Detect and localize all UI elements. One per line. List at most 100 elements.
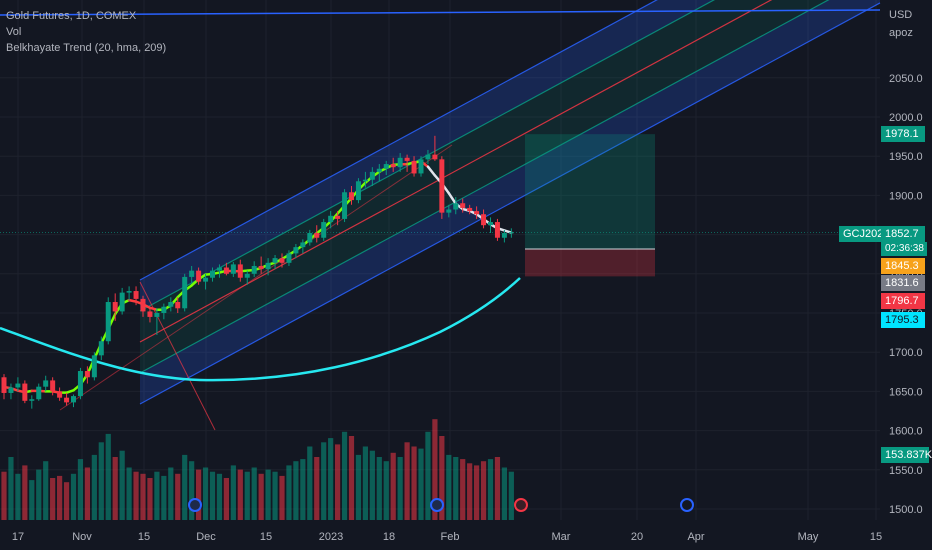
volume-bar	[230, 465, 236, 520]
volume-bar	[8, 457, 14, 520]
y-tick-label: 1500.0	[889, 504, 923, 516]
volume-bar	[140, 473, 146, 520]
regression-channel	[0, 0, 881, 431]
volume-bar	[480, 461, 487, 520]
candle-body	[321, 222, 327, 238]
x-tick-label: 20	[631, 531, 643, 543]
candle-body	[189, 270, 195, 277]
y-tick-label: 1950.0	[889, 151, 923, 163]
volume-bar	[36, 469, 42, 520]
trend-segment	[426, 165, 437, 177]
long-position-box[interactable]	[525, 134, 655, 277]
volume-bar	[383, 461, 389, 520]
volume-bar	[474, 465, 480, 520]
candle-body	[342, 192, 348, 219]
price-tag-trend: 1845.3	[881, 258, 925, 274]
candle-body	[22, 383, 28, 401]
candle-body	[494, 222, 500, 238]
candle-body	[383, 164, 389, 169]
volume-bar	[57, 475, 63, 520]
channel-line	[139, 0, 830, 374]
candle-body	[168, 302, 174, 307]
candle-body	[446, 209, 452, 213]
volume-bar	[161, 475, 167, 520]
candle-body	[133, 291, 139, 299]
volume-bar	[508, 471, 514, 520]
candle-body	[355, 181, 361, 201]
volume-bar	[494, 457, 501, 520]
stop-zone	[525, 249, 655, 277]
candle-body	[432, 154, 438, 160]
volume-bar	[216, 473, 223, 520]
legend-symbol[interactable]: Gold Futures, 1D, COMEX	[6, 10, 137, 22]
candle-body	[91, 355, 97, 378]
x-tick-label: 17	[12, 531, 24, 543]
legend-indicator[interactable]: Belkhayate Trend (20, hma, 209)	[6, 42, 167, 54]
volume-bar	[209, 471, 216, 520]
price-tag-stop: 1796.7	[881, 293, 925, 309]
scale-mode-label[interactable]: apoz	[889, 27, 913, 39]
event-icon[interactable]	[188, 498, 202, 512]
x-tick-label: Apr	[687, 531, 704, 543]
candle-body	[8, 387, 14, 393]
ma-line	[0, 277, 521, 382]
y-tick-label: 2000.0	[889, 112, 923, 124]
volume-bar	[133, 471, 139, 520]
volume-bar	[432, 419, 438, 520]
volume-bar	[175, 473, 181, 520]
candle-body	[237, 264, 243, 278]
volume-bar	[91, 454, 97, 520]
volume-bar	[237, 469, 243, 520]
volume-bar	[314, 457, 320, 520]
candle-body	[29, 399, 35, 401]
volume-bar	[251, 467, 257, 520]
legend: Gold Futures, 1D, COMEX Vol Belkhayate T…	[6, 8, 166, 56]
channel-line	[139, 0, 773, 343]
event-icon[interactable]	[680, 498, 694, 512]
candle-body	[397, 157, 403, 168]
candle-body	[112, 302, 118, 312]
price-tag-ma: 1795.3	[881, 312, 925, 328]
x-tick-label: 15	[260, 531, 272, 543]
volume-bar	[265, 469, 271, 520]
candle-body	[154, 313, 160, 317]
event-icon[interactable]	[514, 498, 528, 512]
volume-bar	[487, 459, 494, 520]
candle-body	[369, 171, 375, 180]
candle-body	[488, 222, 493, 226]
volume-bar	[84, 467, 90, 520]
candle-body	[119, 292, 125, 312]
candle-body	[126, 291, 132, 293]
candle-body	[376, 168, 382, 172]
volume-bar	[1, 471, 7, 520]
channel-line	[139, 0, 716, 312]
currency-label[interactable]: USD	[889, 9, 913, 21]
candle-body	[36, 386, 42, 400]
candle-body	[404, 157, 410, 161]
volume-bar	[202, 467, 209, 520]
candle-body	[230, 264, 236, 274]
candle-body	[223, 267, 229, 274]
candle-body	[15, 383, 21, 388]
time-axis[interactable]: 17 Nov 15 Dec 15 2023 18 Feb Mar 20 Apr May 15	[12, 531, 882, 543]
candle-body	[411, 160, 417, 174]
channel-line	[139, 0, 658, 281]
legend-volume[interactable]: Vol	[6, 26, 22, 38]
candle-body	[481, 214, 487, 226]
volume-bar	[460, 459, 466, 520]
candle-body	[43, 380, 49, 387]
volume-bar	[147, 478, 153, 520]
candles	[1, 135, 514, 409]
event-icon[interactable]	[430, 498, 444, 512]
candle-body	[307, 233, 313, 243]
volume-bar	[362, 446, 368, 520]
x-tick-label: Mar	[552, 531, 571, 543]
symbol-tag: GCJ2023	[839, 226, 894, 242]
volume-bar	[77, 459, 84, 520]
candle-body	[147, 311, 153, 317]
candle-body	[279, 258, 285, 263]
y-tick-label: 1600.0	[889, 426, 923, 438]
candle-body	[140, 298, 146, 312]
volume-bar	[43, 461, 49, 520]
